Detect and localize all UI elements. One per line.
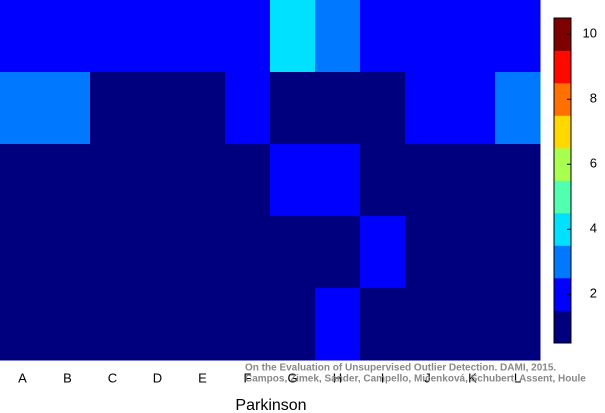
- heatmap-cell: [405, 144, 451, 217]
- heatmap-cell: [360, 72, 406, 145]
- heatmap-cell: [135, 144, 181, 217]
- heatmap-cell: [90, 144, 136, 217]
- heatmap-cell: [405, 0, 451, 73]
- heatmap-cell: [90, 288, 136, 361]
- heatmap-cell: [450, 144, 496, 217]
- heatmap-cell: [450, 288, 496, 361]
- heatmap-cell: [45, 0, 91, 73]
- heatmap-cell: [90, 216, 136, 289]
- heatmap-cell: [315, 288, 361, 361]
- x-tick-label: K: [468, 370, 477, 385]
- colorbar-tick-label: 2: [590, 286, 597, 301]
- heatmap-cell: [180, 144, 226, 217]
- colorbar-segment: [554, 278, 571, 311]
- heatmap-cell: [270, 0, 316, 73]
- heatmap-cell: [360, 216, 406, 289]
- colorbar-segment: [554, 245, 571, 279]
- heatmap-cell: [135, 216, 181, 289]
- watermark: On the Evaluation of Unsupervised Outlie…: [245, 363, 556, 374]
- heatmap-cell: [360, 144, 406, 217]
- heatmap-cell: [495, 288, 541, 361]
- x-tick-label: G: [287, 370, 297, 385]
- heatmap-cell: [270, 216, 316, 289]
- colorbar-tick-label: 4: [590, 221, 597, 236]
- heatmap-cell: [225, 0, 271, 73]
- x-tick-label: C: [108, 370, 117, 385]
- heatmap-cell: [495, 72, 541, 145]
- x-tick-label: F: [244, 370, 252, 385]
- heatmap-cell: [225, 288, 271, 361]
- heatmap-cell: [45, 144, 91, 217]
- heatmap-cell: [360, 288, 406, 361]
- x-tick-label: H: [333, 370, 342, 385]
- heatmap-cell: [135, 0, 181, 73]
- colorbar-frame: [553, 17, 572, 344]
- colorbar-segment: [554, 180, 571, 214]
- heatmap-cell: [450, 216, 496, 289]
- colorbar-tick-label: 6: [590, 156, 597, 171]
- x-tick-label: A: [18, 370, 27, 385]
- heatmap-cell: [495, 144, 541, 217]
- heatmap-cell: [270, 72, 316, 145]
- colorbar-segment: [554, 18, 571, 51]
- heatmap-cell: [405, 72, 451, 145]
- colorbar-tick-label: 8: [590, 91, 597, 106]
- colorbar-segment: [554, 148, 571, 181]
- heatmap-cell: [450, 72, 496, 145]
- heatmap-cell: [45, 288, 91, 361]
- heatmap-cell: [0, 144, 46, 217]
- heatmap-cell: [225, 72, 271, 145]
- heatmap-cell: [0, 0, 46, 73]
- heatmap-cell: [180, 72, 226, 145]
- colorbar-segment: [554, 310, 571, 344]
- heatmap-cell: [135, 72, 181, 145]
- heatmap-cell: [450, 0, 496, 73]
- heatmap-cell: [495, 0, 541, 73]
- colorbar-segment: [554, 115, 571, 149]
- heatmap-cell: [405, 288, 451, 361]
- x-tick-label: L: [514, 370, 521, 385]
- watermark: Campos, Zimek, Sander, Campello, Micenko…: [245, 374, 586, 385]
- heatmap-cell: [405, 216, 451, 289]
- heatmap-cell: [315, 0, 361, 73]
- heatmap-cell: [270, 144, 316, 217]
- heatmap-cell: [315, 144, 361, 217]
- heatmap-cell: [45, 216, 91, 289]
- heatmap-cell: [0, 72, 46, 145]
- heatmap-cell: [225, 144, 271, 217]
- heatmap-cell: [180, 216, 226, 289]
- x-tick-label: I: [381, 370, 385, 385]
- colorbar-segment: [554, 50, 571, 84]
- colorbar-segment: [554, 83, 571, 116]
- colorbar-segment: [554, 213, 571, 246]
- heatmap-cell: [495, 216, 541, 289]
- heatmap-cell: [135, 288, 181, 361]
- x-tick-label: D: [153, 370, 162, 385]
- heatmap-cell: [90, 72, 136, 145]
- heatmap-cell: [270, 288, 316, 361]
- heatmap-cell: [0, 288, 46, 361]
- heatmap-cell: [360, 0, 406, 73]
- x-tick-label: B: [63, 370, 72, 385]
- colorbar-tick-label: 10: [583, 26, 597, 41]
- heatmap-cell: [0, 216, 46, 289]
- heatmap-cell: [180, 288, 226, 361]
- heatmap-cell: [225, 216, 271, 289]
- heatmap-cell: [90, 0, 136, 73]
- heatmap-cell: [180, 0, 226, 73]
- heatmap-cell: [315, 72, 361, 145]
- x-axis-label: Parkinson: [235, 397, 306, 413]
- x-tick-label: E: [198, 370, 207, 385]
- heatmap-cell: [315, 216, 361, 289]
- x-tick-label: J: [424, 370, 431, 385]
- heatmap-cell: [45, 72, 91, 145]
